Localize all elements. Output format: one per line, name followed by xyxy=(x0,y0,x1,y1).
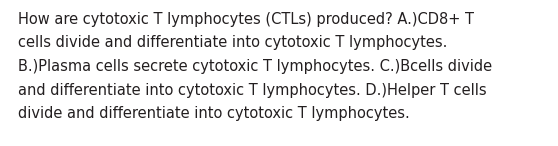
Text: cells divide and differentiate into cytotoxic T lymphocytes.: cells divide and differentiate into cyto… xyxy=(18,35,448,51)
Text: How are cytotoxic T lymphocytes (CTLs) produced? A.)CD8+ T: How are cytotoxic T lymphocytes (CTLs) p… xyxy=(18,12,474,27)
Text: divide and differentiate into cytotoxic T lymphocytes.: divide and differentiate into cytotoxic … xyxy=(18,106,410,121)
Text: B.)Plasma cells secrete cytotoxic T lymphocytes. C.)Bcells divide: B.)Plasma cells secrete cytotoxic T lymp… xyxy=(18,59,492,74)
Text: and differentiate into cytotoxic T lymphocytes. D.)Helper T cells: and differentiate into cytotoxic T lymph… xyxy=(18,82,487,98)
